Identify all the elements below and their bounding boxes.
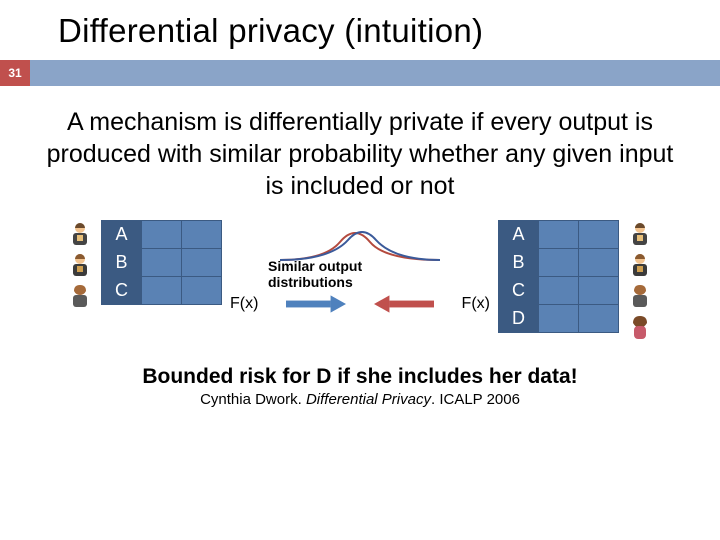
avatar-row xyxy=(627,313,653,343)
row-label: D xyxy=(499,305,539,333)
right-avatars xyxy=(627,220,653,343)
person-icon xyxy=(627,282,653,312)
table-row: B xyxy=(499,249,619,277)
cell xyxy=(182,277,222,305)
text: if she includes her data! xyxy=(331,365,577,388)
table-row: B xyxy=(102,249,222,277)
table-row: A xyxy=(499,221,619,249)
avatar-row xyxy=(67,251,93,281)
fx-row: F(x) F(x) xyxy=(230,294,490,314)
row-label: A xyxy=(102,221,142,249)
body-text: A mechanism is differentially private if… xyxy=(0,86,720,202)
cell xyxy=(579,221,619,249)
row-label: B xyxy=(102,249,142,277)
header-bar: 31 xyxy=(0,60,720,86)
row-label: C xyxy=(499,277,539,305)
cell xyxy=(539,305,579,333)
person-icon xyxy=(67,220,93,250)
text-line: Similar output xyxy=(268,258,362,274)
citation: Cynthia Dwork. Differential Privacy. ICA… xyxy=(0,391,720,408)
left-avatars xyxy=(67,220,93,312)
cell xyxy=(142,249,182,277)
cell xyxy=(142,221,182,249)
cell xyxy=(182,221,222,249)
similar-output-label: Similar output distributions xyxy=(268,258,362,290)
person-icon xyxy=(627,251,653,281)
person-icon xyxy=(627,220,653,250)
cell xyxy=(539,249,579,277)
avatar-row xyxy=(67,220,93,250)
table-row: A xyxy=(102,221,222,249)
citation-author: Cynthia Dwork. xyxy=(200,391,306,408)
text: Bounded risk for xyxy=(142,365,316,388)
avatar-row xyxy=(627,282,653,312)
center-column: Similar output distributions F(x) F(x) xyxy=(230,220,490,314)
table-row: D xyxy=(499,305,619,333)
right-dataset-table: A B C D xyxy=(498,220,619,333)
cell xyxy=(579,305,619,333)
cell xyxy=(579,277,619,305)
table-row: C xyxy=(102,277,222,305)
avatar-row xyxy=(627,251,653,281)
bounded-risk-text: Bounded risk for D if she includes her d… xyxy=(0,365,720,389)
cell xyxy=(579,249,619,277)
person-icon xyxy=(67,282,93,312)
arrow-left-icon xyxy=(374,294,434,314)
row-label: C xyxy=(102,277,142,305)
cell xyxy=(539,221,579,249)
header-bar-fill xyxy=(30,60,720,86)
text-who: D xyxy=(316,365,331,388)
fx-right-label: F(x) xyxy=(462,295,490,313)
citation-title: Differential Privacy xyxy=(306,391,431,408)
arrow-right-icon xyxy=(286,294,346,314)
avatar-row xyxy=(627,220,653,250)
fx-left-label: F(x) xyxy=(230,295,258,313)
cell xyxy=(539,277,579,305)
person-icon xyxy=(627,313,653,343)
slide-title: Differential privacy (intuition) xyxy=(0,0,720,60)
diagram-row: A B C Similar output distributions F(x) xyxy=(0,220,720,343)
table-row: C xyxy=(499,277,619,305)
text-line: distributions xyxy=(268,274,353,290)
citation-venue: . ICALP 2006 xyxy=(431,391,520,408)
row-label: A xyxy=(499,221,539,249)
cell xyxy=(182,249,222,277)
row-label: B xyxy=(499,249,539,277)
left-dataset-table: A B C xyxy=(101,220,222,305)
person-icon xyxy=(67,251,93,281)
cell xyxy=(142,277,182,305)
page-number: 31 xyxy=(0,60,30,86)
avatar-row xyxy=(67,282,93,312)
